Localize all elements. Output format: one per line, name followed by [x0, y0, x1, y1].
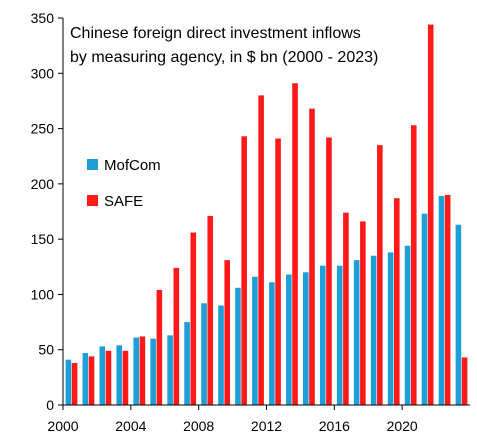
x-tick-label: 2008 [183, 418, 214, 434]
x-tick-label: 2020 [387, 418, 418, 434]
bar-mofcom-2023 [455, 224, 462, 405]
bar-mofcom-2020 [404, 245, 411, 405]
y-tick-label: 350 [31, 10, 55, 26]
bar-safe-2021 [427, 24, 434, 405]
bar-safe-2012 [275, 138, 281, 405]
bar-mofcom-2002 [99, 346, 106, 405]
bar-mofcom-2007 [184, 322, 190, 405]
bar-safe-2015 [326, 137, 332, 406]
chart-title-line-2: by measuring agency, in $ bn (2000 - 202… [70, 49, 378, 66]
x-tick-label: 2004 [115, 418, 146, 434]
bar-safe-2019 [393, 198, 400, 405]
bar-mofcom-2000 [65, 359, 72, 405]
y-tick-label: 50 [38, 342, 54, 358]
bar-safe-2011 [258, 95, 264, 406]
legend-swatch-safe [87, 195, 98, 206]
bar-safe-2008 [207, 215, 214, 405]
bar-safe-2016 [343, 212, 349, 405]
bar-safe-2013 [292, 83, 298, 406]
bar-mofcom-2009 [218, 305, 224, 405]
bar-safe-2022 [444, 194, 451, 405]
x-tick-label: 2000 [47, 418, 78, 434]
x-tick-label: 2016 [319, 418, 350, 434]
bar-mofcom-2018 [370, 255, 377, 405]
bar-mofcom-2017 [353, 260, 360, 405]
y-tick-label: 200 [31, 176, 55, 192]
x-tick-label: 2012 [251, 418, 282, 434]
y-tick-label: 0 [46, 397, 54, 413]
y-tick-label: 250 [31, 121, 55, 137]
y-tick-label: 300 [31, 65, 55, 81]
legend: MofCom SAFE [87, 157, 161, 210]
x-ticks-group: 2000 2004 2008 2012 2016 2020 [47, 405, 418, 434]
bar-safe-2017 [360, 221, 366, 405]
bar-safe-2023 [461, 357, 468, 405]
bar-mofcom-2008 [201, 303, 207, 405]
bar-safe-2010 [241, 136, 247, 405]
bar-safe-2020 [410, 125, 417, 405]
bar-mofcom-2005 [150, 338, 156, 405]
y-ticks-group: 0 50 100 150 200 250 300 350 [31, 10, 63, 413]
legend-label-safe: SAFE [104, 193, 143, 210]
bar-mofcom-2001 [82, 353, 89, 405]
y-tick-label: 100 [31, 286, 55, 302]
bar-safe-2014 [309, 108, 315, 406]
bar-mofcom-2012 [269, 282, 275, 405]
bar-mofcom-2004 [133, 337, 140, 405]
bar-safe-2004 [139, 336, 146, 405]
bar-safe-2006 [173, 267, 180, 405]
bar-mofcom-2014 [303, 272, 309, 405]
bar-mofcom-2016 [336, 265, 343, 405]
bar-mofcom-2003 [116, 345, 123, 405]
bar-safe-2018 [377, 145, 383, 405]
bar-mofcom-2006 [167, 335, 173, 405]
bars-group [65, 24, 468, 406]
y-tick-label: 150 [31, 231, 55, 247]
bar-safe-2002 [105, 350, 112, 405]
bar-safe-2005 [156, 290, 163, 405]
bar-safe-2007 [190, 232, 197, 405]
bar-mofcom-2021 [421, 213, 428, 405]
bar-mofcom-2015 [319, 265, 326, 405]
legend-swatch-mofcom [87, 159, 98, 170]
bar-safe-2009 [224, 260, 230, 405]
bar-mofcom-2013 [286, 274, 292, 405]
chart-title-line-1: Chinese foreign direct investment inflow… [70, 25, 361, 42]
bar-mofcom-2010 [235, 287, 241, 405]
bar-safe-2000 [71, 362, 78, 405]
legend-label-mofcom: MofCom [104, 157, 161, 174]
bar-safe-2001 [88, 356, 95, 405]
bar-mofcom-2011 [252, 276, 258, 405]
bar-safe-2003 [122, 350, 129, 405]
bar-mofcom-2022 [438, 196, 445, 405]
bar-mofcom-2019 [387, 252, 394, 405]
